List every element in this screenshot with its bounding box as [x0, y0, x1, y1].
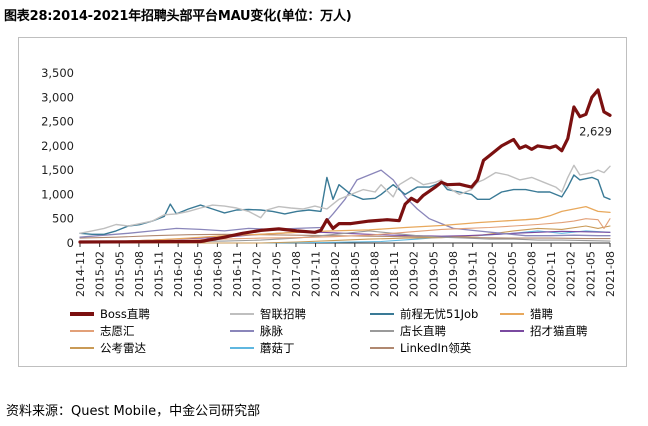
- series-line-8: [79, 225, 611, 244]
- x-tick-label: 2020-11: [545, 251, 558, 297]
- legend-item: 店长直聘: [370, 323, 446, 339]
- legend-swatch: [370, 313, 394, 315]
- legend-item: 智联招聘: [230, 306, 306, 322]
- x-tick-label: 2019-08: [447, 251, 460, 297]
- series-line-4: [79, 218, 611, 244]
- legend-swatch: [230, 313, 254, 315]
- x-tick-label: 2014-11: [74, 251, 87, 297]
- series-line-1: [79, 164, 611, 234]
- x-tick-label: 2020-05: [506, 251, 519, 297]
- x-tick-label: 2015-08: [133, 251, 146, 297]
- legend-item: 蘑菇丁: [230, 340, 295, 356]
- legend-swatch: [500, 313, 524, 315]
- legend-swatch: [70, 347, 94, 349]
- legend-label: 智联招聘: [260, 307, 306, 321]
- legend-item: 招才猫直聘: [500, 323, 588, 339]
- y-tick-label: 500: [52, 212, 74, 226]
- last-value-label: 2,629: [579, 124, 612, 138]
- x-tick-label: 2016-05: [192, 251, 205, 297]
- x-tick-label: 2015-11: [153, 251, 166, 297]
- legend-swatch: [500, 330, 524, 332]
- chart-frame: [18, 37, 627, 367]
- series-line-5: [79, 169, 611, 238]
- x-tick-label: 2016-11: [231, 251, 244, 297]
- legend-label: 脉脉: [260, 324, 283, 338]
- x-tick-label: 2019-11: [467, 251, 480, 297]
- x-tick-label: 2021-02: [565, 251, 578, 297]
- x-tick-label: 2020-08: [525, 251, 538, 297]
- legend-item: 猎聘: [500, 306, 553, 322]
- y-tick-label: 1,500: [41, 163, 74, 177]
- x-tick-label: 2016-02: [172, 251, 185, 297]
- legend-item: 志愿汇: [70, 323, 135, 339]
- y-tick-label: 3,500: [41, 66, 74, 80]
- chart-title: 图表28:2014-2021年招聘头部平台MAU变化(单位：万人): [4, 9, 352, 24]
- legend-item: 脉脉: [230, 323, 283, 339]
- y-tick-label: 2,000: [41, 139, 74, 153]
- legend-swatch: [370, 330, 394, 332]
- series-line-0: [78, 88, 612, 244]
- y-tick-label: 2,500: [41, 115, 74, 129]
- legend-item: LinkedIn领英: [370, 340, 471, 356]
- x-tick-label: 2018-02: [329, 251, 342, 297]
- x-tick-label: 2017-02: [251, 251, 264, 297]
- x-tick-label: 2018-08: [368, 251, 381, 297]
- x-tick-label: 2019-05: [427, 251, 440, 297]
- x-tick-label: 2018-11: [388, 251, 401, 297]
- x-tick-label: 2015-05: [113, 251, 126, 297]
- legend-label: 蘑菇丁: [260, 341, 295, 355]
- x-tick-label: 2020-02: [486, 251, 499, 297]
- x-tick-label: 2019-02: [408, 251, 421, 297]
- legend-item: 公考雷达: [70, 340, 146, 356]
- x-tick-label: 2017-11: [310, 251, 323, 297]
- legend-swatch: [230, 330, 254, 332]
- legend-swatch: [370, 347, 394, 349]
- x-tick-label: 2016-08: [211, 251, 224, 297]
- legend-swatch: [70, 330, 94, 332]
- x-tick-label: 2017-08: [290, 251, 303, 297]
- x-tick-label: 2021-08: [604, 251, 617, 297]
- legend-label: 猎聘: [530, 307, 553, 321]
- legend-label: 公考雷达: [100, 341, 146, 355]
- x-tick-label: 2018-05: [349, 251, 362, 297]
- legend-swatch: [230, 347, 254, 349]
- y-tick-label: 3,000: [41, 90, 74, 104]
- series-line-3: [79, 205, 611, 243]
- series-line-2: [79, 174, 611, 235]
- legend-label: 店长直聘: [400, 324, 446, 338]
- legend-label: 前程无忧51Job: [400, 307, 479, 321]
- x-tick-label: 2017-05: [270, 251, 283, 297]
- legend-item: 前程无忧51Job: [370, 306, 478, 322]
- x-tick-label: 2021-05: [584, 251, 597, 297]
- legend-label: 志愿汇: [100, 324, 135, 338]
- legend-label: LinkedIn领英: [400, 341, 472, 355]
- legend-swatch: [70, 312, 94, 316]
- x-tick-label: 2015-02: [94, 251, 107, 297]
- y-tick-label: 1,000: [41, 187, 74, 201]
- y-tick-label: 0: [67, 236, 74, 250]
- legend-label: Boss直聘: [100, 307, 150, 321]
- line-chart: 0 500 1,000 1,500 2,000 2,500 3,000 3,500 2014-1…: [41, 66, 617, 297]
- source-note: 资料来源：Quest Mobile，中金公司研究部: [6, 404, 261, 419]
- legend-item: Boss直聘: [70, 306, 150, 322]
- legend-label: 招才猫直聘: [530, 324, 588, 338]
